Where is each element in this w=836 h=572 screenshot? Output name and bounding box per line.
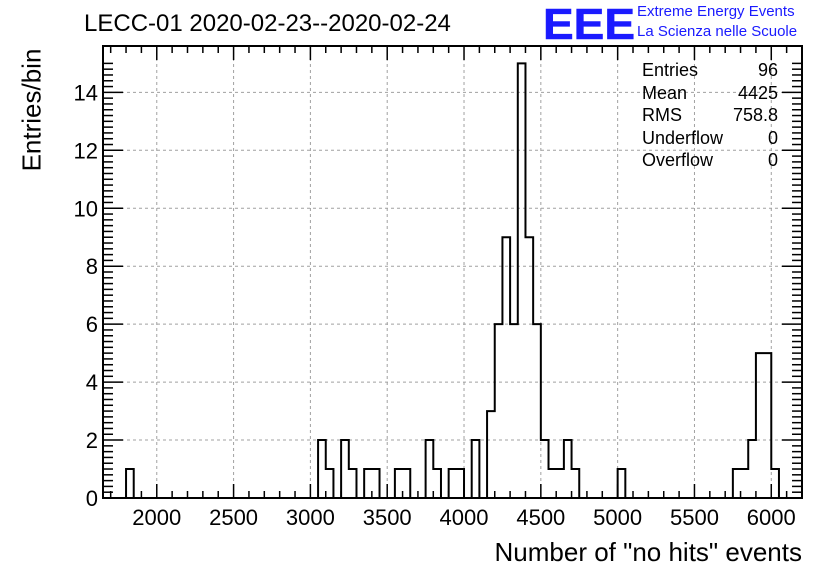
histogram-bin (764, 353, 772, 498)
stat-mean: Mean 4425 (642, 82, 778, 105)
histogram-bin (748, 440, 756, 498)
histogram-bin (733, 469, 741, 498)
stat-value: 96 (757, 60, 778, 80)
histogram-bin (318, 440, 326, 498)
histogram-bin (326, 469, 334, 498)
stat-label: Entries (642, 60, 699, 80)
y-tick-label: 6 (86, 312, 98, 337)
y-tick-label: 2 (86, 428, 98, 453)
stats-box: Entries 96 Mean 4425 RMS 758.8 Underflow… (642, 59, 778, 172)
stat-value: 0 (767, 150, 778, 171)
histogram-bin (502, 237, 510, 498)
stat-label: Overflow (642, 150, 714, 171)
histogram-bin (756, 353, 764, 498)
eee-logo: EEE (543, 2, 635, 42)
histogram-bin (126, 469, 134, 498)
x-tick-label: 5000 (593, 505, 642, 530)
histogram-bin (433, 469, 441, 498)
x-tick-label: 3500 (363, 505, 412, 530)
logo-letters: EEE (543, 2, 635, 42)
axis-ticks (103, 46, 803, 499)
histogram-bin (364, 469, 372, 498)
stat-label: Underflow (642, 127, 724, 148)
histogram-bin (472, 440, 480, 498)
x-tick-label: 6000 (747, 505, 796, 530)
chart-title: LECC-01 2020-02-23--2020-02-24 (84, 10, 451, 37)
histogram-bin (741, 469, 749, 498)
histogram-bin (456, 469, 464, 498)
histogram-bin (518, 63, 526, 498)
x-tick-label: 2500 (209, 505, 258, 530)
logo-text: Extreme Energy Events La Scienza nelle S… (637, 2, 797, 42)
stat-overflow: Overflow 0 (642, 149, 778, 172)
histogram-bin (426, 440, 434, 498)
stat-rms: RMS 758.8 (642, 104, 778, 127)
x-tick-labels: 2000 2500 3000 3500 4000 4500 5000 5500 6000 (132, 505, 795, 530)
stat-entries: Entries 96 (642, 59, 778, 82)
x-tick-label: 3000 (286, 505, 335, 530)
stat-label: Mean (642, 82, 688, 103)
y-tick-labels: 0 2 4 6 8 10 12 14 (74, 80, 98, 511)
histogram-outline (125, 62, 780, 498)
histogram-bin (556, 469, 564, 498)
y-tick-label: 8 (86, 254, 98, 279)
histogram-bin (618, 469, 626, 498)
y-tick-label: 12 (74, 138, 98, 163)
histogram-bin (564, 440, 572, 498)
y-tick-label: 0 (86, 486, 98, 511)
histogram-bin (449, 469, 457, 498)
histogram-bin (510, 324, 518, 498)
stat-label: RMS (642, 105, 682, 126)
histogram-bin (549, 469, 557, 498)
stat-value: 758.8 (732, 105, 778, 126)
logo-line1: Extreme Energy Events (637, 3, 795, 20)
histogram-bin (372, 469, 380, 498)
x-tick-label: 2000 (132, 505, 181, 530)
histogram-bin (395, 469, 403, 498)
histogram-bin (533, 324, 541, 498)
histogram-bin (341, 440, 349, 498)
histogram-bin (771, 469, 779, 498)
histogram-bin (349, 469, 357, 498)
stat-value: 4425 (737, 82, 778, 103)
y-tick-label: 10 (74, 196, 98, 221)
grid-lines (103, 46, 802, 498)
x-tick-label: 4000 (440, 505, 489, 530)
histogram-bin (495, 324, 503, 498)
histogram-bin (541, 440, 549, 498)
y-tick-label: 14 (74, 80, 98, 105)
histogram-bin (487, 411, 495, 498)
x-tick-label: 5500 (670, 505, 719, 530)
y-tick-label: 4 (86, 370, 98, 395)
histogram-bin (525, 237, 533, 498)
histogram-bin (403, 469, 411, 498)
stat-underflow: Underflow 0 (642, 127, 778, 150)
x-tick-label: 4500 (516, 505, 565, 530)
x-axis-label: Number of "no hits" events (494, 537, 803, 567)
histogram-bin (572, 469, 580, 498)
stat-value: 0 (767, 127, 778, 148)
logo-line2: La Scienza nelle Scuole (637, 23, 798, 40)
